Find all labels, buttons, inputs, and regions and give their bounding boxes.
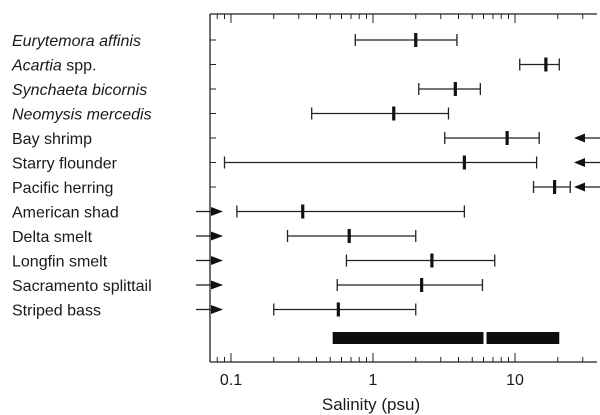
species-label: Bay shrimp	[12, 131, 92, 148]
arrow-head-left	[574, 182, 585, 192]
plot-frame	[209, 13, 597, 363]
species-label: Eurytemora affinis	[12, 33, 141, 50]
species-label: Delta smelt	[12, 229, 93, 246]
x-axis-title: Salinity (psu)	[322, 395, 420, 414]
x-tick-label: 0.1	[220, 372, 242, 389]
species-label: Starry flounder	[12, 156, 118, 173]
species-label: Acartia spp.	[11, 58, 96, 75]
species-label: Striped bass	[12, 303, 101, 320]
species-labels: Eurytemora affinis Acartia spp. Synchaeta …	[11, 33, 152, 320]
species-label: Synchaeta bicornis	[12, 82, 147, 99]
species-label: Neomysis mercedis	[12, 107, 152, 124]
species-label: Pacific herring	[12, 180, 113, 197]
arrow-head-right	[211, 305, 223, 314]
species-label: Sacramento splittail	[12, 278, 152, 295]
salinity-ranges	[223, 33, 571, 317]
x-tick-label: 1	[369, 372, 378, 389]
arrow-head-right	[211, 231, 223, 241]
species-label: Longfin smelt	[12, 254, 108, 271]
arrow-head-right	[211, 280, 223, 290]
bottom-salinity-bars	[332, 332, 560, 344]
salinity-zone-bar	[486, 332, 560, 344]
arrow-head-right	[211, 207, 223, 216]
arrow-head-right	[211, 256, 223, 265]
species-label: American shad	[12, 205, 119, 222]
salinity-zone-bar	[332, 332, 484, 344]
range-arrows	[196, 133, 600, 314]
arrow-head-left	[574, 133, 585, 143]
x-tick-label: 10	[506, 372, 524, 389]
arrow-head-left	[574, 158, 585, 167]
x-axis-tick-labels: 0.1 1 10	[220, 372, 524, 389]
